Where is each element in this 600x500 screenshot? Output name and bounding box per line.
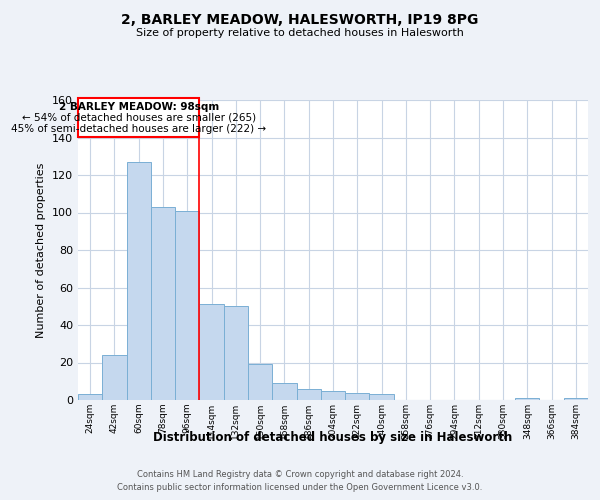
Text: 45% of semi-detached houses are larger (222) →: 45% of semi-detached houses are larger (… — [11, 124, 266, 134]
Bar — [370, 394, 394, 400]
Bar — [564, 398, 588, 400]
Bar — [248, 364, 272, 400]
Bar — [151, 207, 175, 400]
Bar — [224, 306, 248, 400]
Text: 2 BARLEY MEADOW: 98sqm: 2 BARLEY MEADOW: 98sqm — [59, 102, 219, 112]
Bar — [102, 355, 127, 400]
Y-axis label: Number of detached properties: Number of detached properties — [37, 162, 46, 338]
Text: Contains public sector information licensed under the Open Government Licence v3: Contains public sector information licen… — [118, 482, 482, 492]
Bar — [321, 390, 345, 400]
Bar — [199, 304, 224, 400]
Bar — [345, 392, 370, 400]
Bar — [127, 162, 151, 400]
Bar — [515, 398, 539, 400]
Text: Contains HM Land Registry data © Crown copyright and database right 2024.: Contains HM Land Registry data © Crown c… — [137, 470, 463, 479]
Bar — [175, 210, 199, 400]
Bar — [272, 383, 296, 400]
Bar — [296, 389, 321, 400]
Text: Size of property relative to detached houses in Halesworth: Size of property relative to detached ho… — [136, 28, 464, 38]
Bar — [78, 394, 102, 400]
Text: ← 54% of detached houses are smaller (265): ← 54% of detached houses are smaller (26… — [22, 113, 256, 123]
Text: 2, BARLEY MEADOW, HALESWORTH, IP19 8PG: 2, BARLEY MEADOW, HALESWORTH, IP19 8PG — [121, 12, 479, 26]
Text: Distribution of detached houses by size in Halesworth: Distribution of detached houses by size … — [154, 431, 512, 444]
